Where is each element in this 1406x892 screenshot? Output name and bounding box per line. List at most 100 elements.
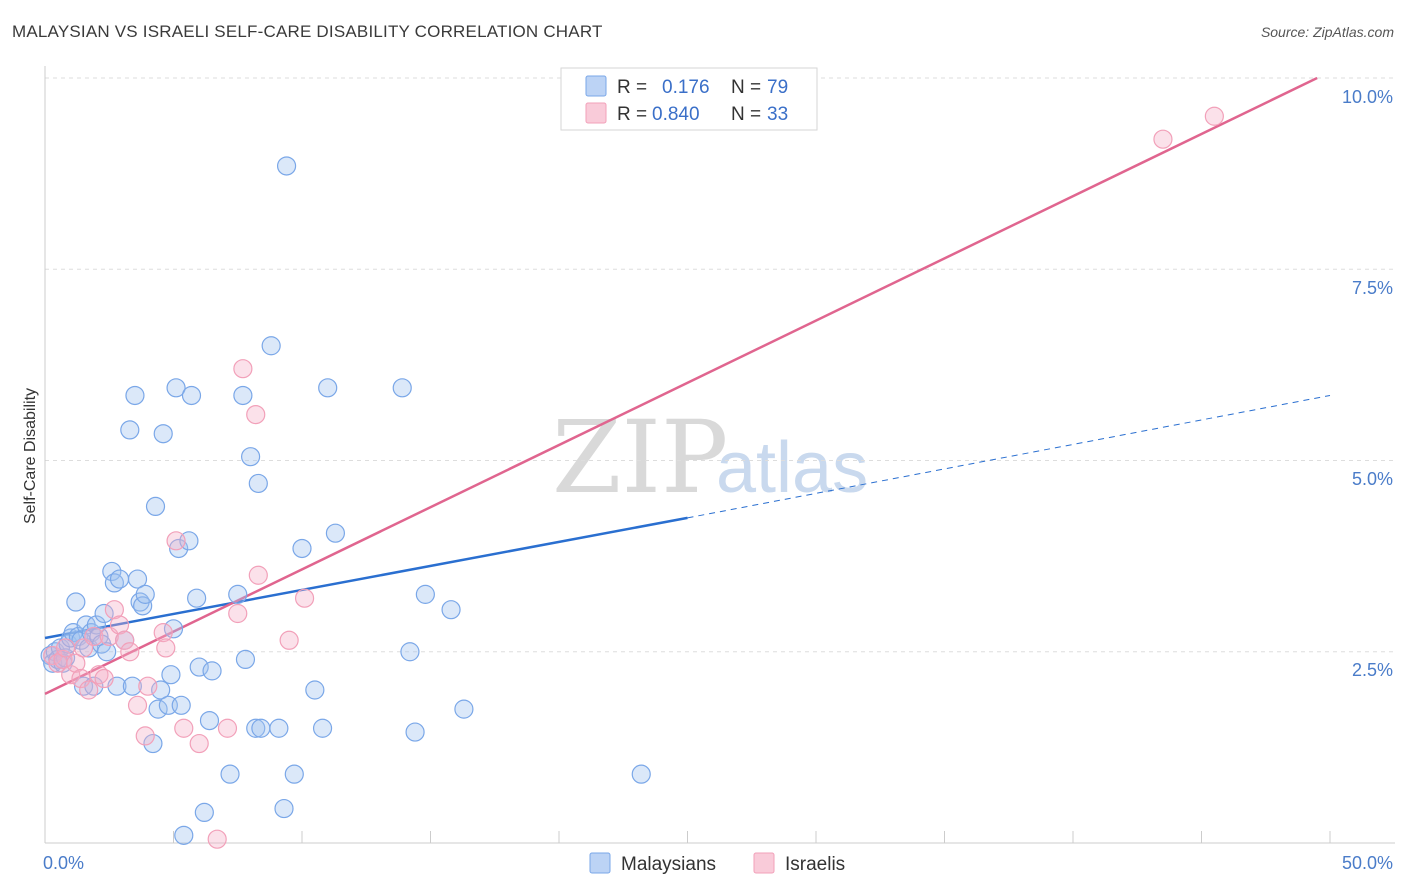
israeli-point-22 xyxy=(166,531,186,551)
malaysian-point-70 xyxy=(318,378,338,398)
israeli-point-17 xyxy=(127,695,148,715)
malaysian-point-75 xyxy=(415,584,435,604)
malaysian-point-43 xyxy=(166,378,186,398)
israeli-point-2 xyxy=(53,649,73,670)
israeli-point-8 xyxy=(79,680,99,700)
israeli-point-30 xyxy=(248,565,268,585)
legend-n-value-2: 33 xyxy=(767,104,788,125)
legend-r-value-1: 0.176 xyxy=(662,77,710,98)
malaysian-point-76 xyxy=(441,600,461,620)
malaysian-point-10 xyxy=(66,592,86,612)
malaysian-point-77 xyxy=(454,699,474,719)
israeli-point-33 xyxy=(1153,129,1173,149)
bottom-legend-swatch-israelis xyxy=(753,852,775,874)
israeli-point-11 xyxy=(94,668,114,689)
x-tick-label-min: 0.0% xyxy=(43,853,84,873)
malaysian-point-23 xyxy=(102,561,122,582)
israeli-point-4 xyxy=(61,665,81,685)
malaysian-point-64 xyxy=(274,798,294,819)
malaysian-point-48 xyxy=(181,385,202,406)
y-tick-label-10-0: 10.0% xyxy=(1342,87,1393,107)
correlation-legend: R = 0.176 N = 79 R = 0.840 N = 33 xyxy=(560,67,818,131)
legend-n-label-1: N = xyxy=(731,77,761,98)
israeli-point-18 xyxy=(135,726,155,746)
malaysian-point-69 xyxy=(312,718,333,738)
malaysian-point-44 xyxy=(169,538,189,559)
malaysian-point-62 xyxy=(261,336,281,356)
watermark-atlas: atlas xyxy=(716,428,868,508)
israeli-point-26 xyxy=(217,718,238,738)
malaysian-point-36 xyxy=(145,496,166,516)
israeli-point-15 xyxy=(115,630,135,650)
malaysian-point-73 xyxy=(400,642,420,662)
malaysian-point-63 xyxy=(269,718,289,738)
israeli-point-6 xyxy=(71,668,91,689)
malaysian-point-53 xyxy=(202,661,222,681)
israeli-point-24 xyxy=(189,733,209,754)
malaysian-point-71 xyxy=(325,523,346,543)
malaysian-point-22 xyxy=(97,642,117,662)
israeli-point-29 xyxy=(246,405,266,425)
malaysian-point-31 xyxy=(127,569,148,589)
malaysian-point-41 xyxy=(161,665,181,685)
y-axis-label: Self-Care Disability xyxy=(22,388,39,524)
israeli-point-5 xyxy=(66,653,86,673)
malaysian-point-74 xyxy=(405,722,425,742)
malaysian-point-78 xyxy=(631,764,651,784)
israeli-point-32 xyxy=(294,588,315,608)
data-points xyxy=(40,106,1224,849)
israeli-point-13 xyxy=(104,600,124,620)
malaysian-point-28 xyxy=(120,420,140,440)
malaysian-point-12 xyxy=(71,630,91,650)
israeli-point-3 xyxy=(55,638,76,658)
malaysian-point-33 xyxy=(133,596,153,616)
legend-r-value-2: 0.840 xyxy=(652,104,700,125)
malaysian-point-39 xyxy=(153,424,173,444)
malaysian-point-60 xyxy=(248,473,268,494)
israeli-point-21 xyxy=(156,638,176,658)
israeli-point-16 xyxy=(120,642,140,662)
bottom-legend-israelis: Israelis xyxy=(785,854,845,875)
malaysian-point-68 xyxy=(305,680,325,700)
malaysian-point-34 xyxy=(135,584,155,604)
malaysian-point-58 xyxy=(241,447,261,467)
malaysian-point-59 xyxy=(246,718,266,738)
israeli-point-19 xyxy=(138,676,158,696)
legend-n-value-1: 79 xyxy=(767,77,788,98)
bottom-legend-swatch-malaysians xyxy=(589,852,611,874)
malaysian-point-42 xyxy=(163,619,184,639)
malaysian-point-37 xyxy=(148,699,168,719)
malaysian-point-21 xyxy=(94,603,114,624)
trend-lines xyxy=(44,76,1331,695)
malaysian-point-54 xyxy=(220,764,240,784)
malaysian-point-29 xyxy=(122,676,142,696)
malaysian-point-24 xyxy=(104,573,124,593)
malaysian-point-72 xyxy=(392,378,412,398)
malaysian-point-26 xyxy=(109,569,130,589)
malaysian-point-57 xyxy=(235,649,256,670)
source-credit: Source: ZipAtlas.com xyxy=(1260,24,1394,40)
israeli-point-10 xyxy=(89,665,109,685)
malaysian-point-61 xyxy=(251,718,271,738)
israeli-point-25 xyxy=(207,829,227,849)
israeli-point-27 xyxy=(228,603,248,624)
chart-title: MALAYSIAN VS ISRAELI SELF-CARE DISABILIT… xyxy=(12,22,603,41)
malaysian-point-35 xyxy=(143,733,163,754)
watermark-zip: ZIP xyxy=(552,399,728,516)
legend-n-label-2: N = xyxy=(731,104,761,125)
bottom-legend-malaysians: Malaysians xyxy=(621,854,716,875)
y-tick-label-5-0: 5.0% xyxy=(1352,469,1393,489)
legend-swatch-malaysians xyxy=(585,75,607,97)
axes xyxy=(44,66,1395,844)
malaysian-point-38 xyxy=(151,680,171,700)
israeli-point-9 xyxy=(84,626,104,647)
israeli-point-34 xyxy=(1204,106,1224,126)
trend-line-israelis xyxy=(44,76,1318,695)
legend-r-label-2: R = xyxy=(617,104,647,125)
malaysian-point-66 xyxy=(284,764,304,784)
malaysian-point-45 xyxy=(171,695,191,715)
israeli-point-14 xyxy=(109,615,130,635)
israeli-point-20 xyxy=(153,623,173,643)
malaysian-point-13 xyxy=(73,676,94,696)
malaysian-point-65 xyxy=(276,156,297,176)
